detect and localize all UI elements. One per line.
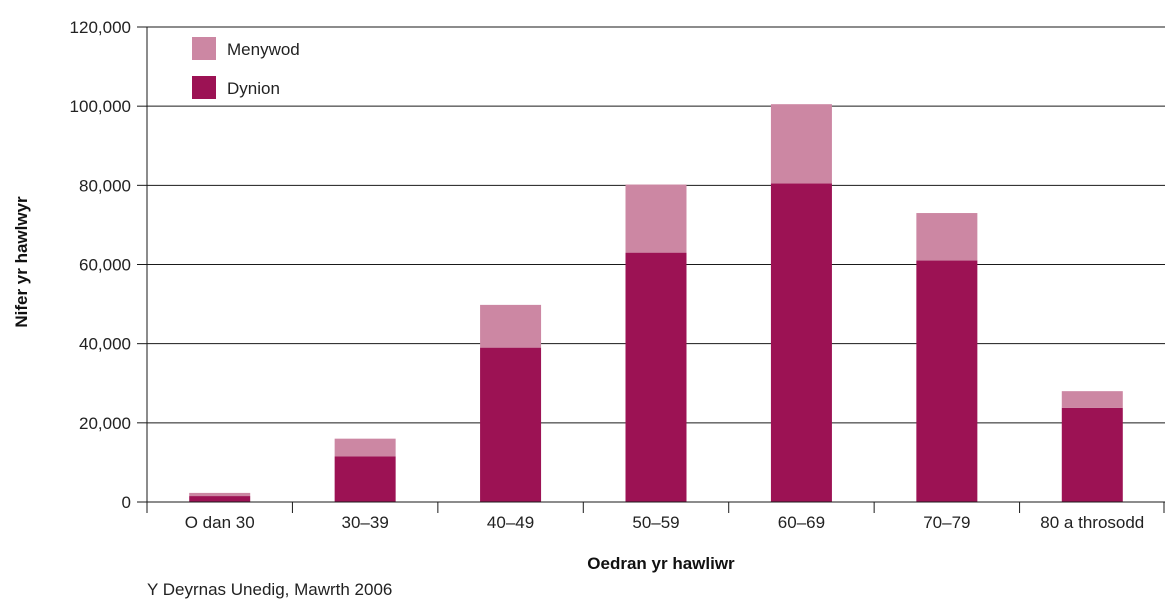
bar-segment [480, 347, 542, 502]
bar-segment [1061, 391, 1123, 408]
y-tick-label: 20,000 [79, 414, 131, 433]
x-tick-label: 30–39 [342, 513, 389, 532]
source-note: Y Deyrnas Unedig, Mawrth 2006 [147, 580, 393, 599]
bars [189, 104, 1123, 502]
y-axis-title: Nifer yr hawlwyr [12, 196, 31, 328]
legend-swatch [192, 76, 216, 99]
x-tick-label: O dan 30 [185, 513, 255, 532]
x-tick-label: 50–59 [632, 513, 679, 532]
legend-swatch [192, 37, 216, 60]
bar-segment [1061, 407, 1123, 502]
y-tick-label: 80,000 [79, 176, 131, 195]
bar-segment [334, 456, 396, 502]
bar-segment [480, 304, 542, 348]
bar-segment [770, 104, 832, 184]
x-tick-label: 60–69 [778, 513, 825, 532]
x-tick-label: 70–79 [923, 513, 970, 532]
y-tick-label: 0 [122, 493, 131, 512]
y-tick-label: 60,000 [79, 256, 131, 275]
bar-segment [334, 438, 396, 457]
legend-label: Dynion [227, 79, 280, 98]
axes [137, 26, 1165, 513]
bar-segment [625, 252, 687, 502]
bar-segment [189, 496, 251, 502]
tick-labels: 0 20,000 40,000 60,000 80,000 100,000 120,000 O… [70, 18, 1145, 532]
bar-segment [770, 183, 832, 502]
x-tick-label: 40–49 [487, 513, 534, 532]
x-tick-label: 80 a throsodd [1040, 513, 1144, 532]
x-axis-title: Oedran yr hawliwr [587, 554, 735, 573]
y-tick-label: 40,000 [79, 335, 131, 354]
bar-segment [916, 213, 978, 261]
y-tick-label: 120,000 [70, 18, 131, 37]
bar-segment [189, 492, 251, 497]
bar-segment [916, 260, 978, 502]
legend-label: Menywod [227, 40, 300, 59]
y-tick-label: 100,000 [70, 97, 131, 116]
bar-segment [625, 184, 687, 253]
legend: Menywod Dynion [180, 30, 340, 105]
